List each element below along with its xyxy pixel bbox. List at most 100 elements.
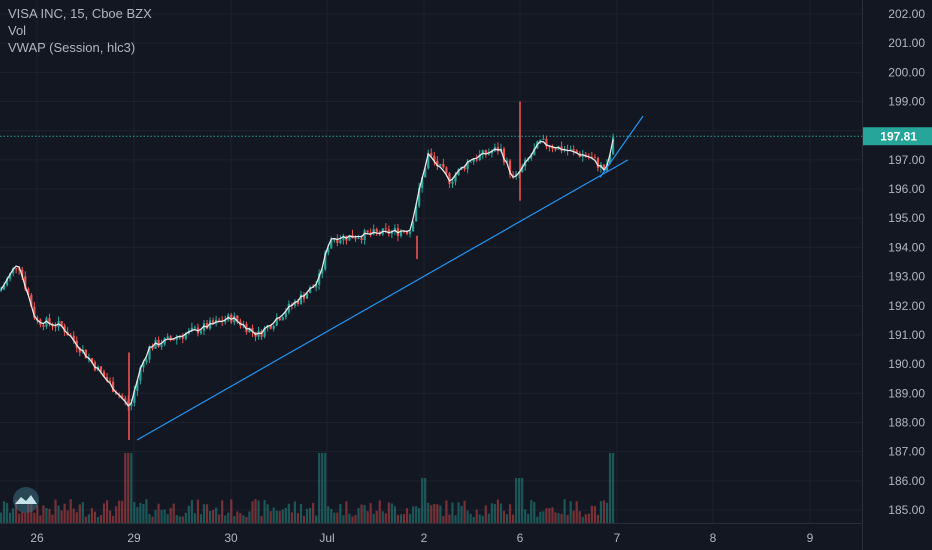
volume-bar (163, 509, 166, 523)
volume-bar (581, 516, 584, 523)
candle-body (157, 339, 160, 347)
volume-bar (21, 511, 24, 523)
candle-body (121, 395, 124, 399)
volume-bar (557, 513, 560, 523)
volume-bar (118, 500, 121, 523)
volume-bar (427, 502, 430, 523)
volume-bar (302, 515, 306, 523)
volume-bar (596, 514, 600, 523)
volume-bar (515, 478, 518, 523)
volume-bar (448, 514, 451, 523)
symbol-title[interactable]: VISA INC, 15, Cboe BZX (8, 6, 152, 21)
volume-bar (381, 511, 384, 523)
vwap-indicator-label[interactable]: VWAP (Session, hlc3) (8, 40, 136, 55)
volume-bar (342, 515, 345, 523)
volume-bar (345, 501, 348, 523)
time-axis[interactable]: 26 29 30 Jul 2 6 7 8 9 (0, 523, 862, 546)
candle-body (272, 325, 275, 329)
volume-bar (251, 501, 254, 523)
volume-bar (442, 515, 445, 523)
candle-body (339, 240, 342, 243)
price-tick-label: 192.00 (888, 299, 925, 313)
price-tick-label: 187.00 (888, 445, 925, 459)
trendlines[interactable] (136, 115, 644, 441)
volume-bar (87, 514, 90, 523)
candle-body (33, 306, 36, 318)
candle-body (333, 239, 336, 241)
volume-bar (39, 515, 42, 523)
volume-bar (290, 512, 293, 523)
volume-bar (75, 512, 78, 523)
candle-body (418, 187, 421, 206)
candle-body (439, 163, 442, 167)
candle-body (321, 269, 324, 274)
candle-body (160, 344, 163, 347)
volume-bar (257, 500, 260, 523)
volume-bar (196, 499, 200, 523)
volume-bar (575, 501, 578, 523)
candle-body (387, 229, 390, 234)
price-tick-label: 200.00 (888, 65, 925, 79)
volume-bar (354, 514, 357, 523)
candle-body (284, 312, 287, 318)
candle-body (130, 403, 133, 407)
volume-bar (127, 453, 130, 523)
candle-body (596, 158, 600, 168)
candle-body (24, 276, 27, 289)
candle-body (399, 231, 403, 236)
candle-body (515, 173, 518, 176)
candle-body (454, 174, 457, 182)
volume-bar (154, 509, 157, 523)
time-tick-label: 6 (517, 531, 524, 545)
volume-bar (551, 507, 554, 523)
candle-body (451, 181, 454, 184)
candle-body (236, 315, 239, 322)
volume-bar (360, 504, 363, 523)
volume-bar (108, 510, 112, 523)
volume-bar (499, 503, 503, 523)
price-tick-label: 194.00 (888, 240, 925, 254)
candle-body (369, 232, 372, 235)
tradingview-logo-icon[interactable] (6, 486, 46, 514)
volume-bar (451, 502, 454, 523)
candle-body (299, 294, 303, 304)
volume-bar (160, 509, 163, 523)
volume-bar (530, 500, 533, 523)
candle-body (15, 268, 18, 270)
volume-bar (357, 508, 360, 523)
volume-indicator-label[interactable]: Vol (8, 23, 27, 38)
price-tick-label: 199.00 (888, 95, 925, 109)
candle-body (193, 327, 197, 329)
candle-body (545, 138, 548, 147)
volume-bar (602, 500, 606, 523)
candle-body (54, 326, 57, 328)
candle-body (172, 339, 175, 341)
volume-bar (493, 503, 496, 523)
volume-bar (524, 509, 527, 523)
current-price-label: 197.81 (880, 130, 917, 144)
volume-bar (311, 502, 315, 523)
volume-bar (15, 499, 18, 523)
candle-body (112, 381, 115, 392)
volume-bar (84, 516, 87, 523)
candle-body (84, 349, 87, 359)
volume-bar (563, 499, 566, 523)
volume-bar (460, 505, 463, 523)
candle-body (42, 325, 45, 327)
candle-body (233, 315, 236, 323)
volume-bar (369, 503, 372, 523)
candle-body (318, 273, 321, 285)
candle-body (5, 278, 9, 286)
price-axis[interactable]: 202.00 201.00 200.00 199.00 197.00 196.00 195.… (862, 0, 932, 550)
volume-bar (454, 515, 457, 523)
price-tick-label: 195.00 (888, 211, 925, 225)
volume-bar (166, 514, 169, 523)
volume-bar (521, 478, 524, 523)
candle-body (21, 269, 24, 277)
volume-bar (566, 514, 569, 523)
candle-body (408, 231, 412, 234)
volume-bar (36, 505, 39, 523)
volume-bar (193, 513, 197, 523)
